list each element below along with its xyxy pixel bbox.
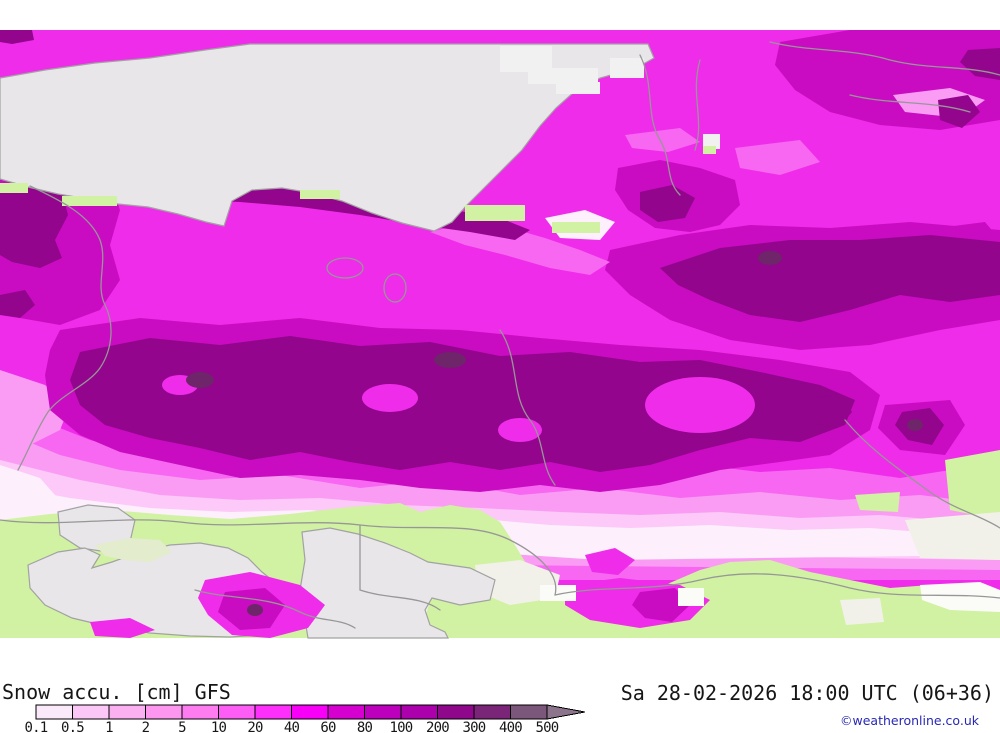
pale-halo [625,128,700,152]
novaya-zemlya-island [528,68,598,84]
lake-onega [383,273,407,303]
snow-band-gap [645,377,755,433]
caucasus-extreme-spot [247,604,263,616]
white-cell [540,585,576,601]
very-heavy-snow-nw-corner [0,182,68,268]
ural-river [499,329,556,486]
copyright: ©weatheronline.co.uk [840,713,980,728]
legend-swatch [72,704,110,720]
legend-swatch [181,704,219,720]
legend-swatch [364,704,402,720]
legend-ticks: 0.1 0.5 1 2 5 10 20 40 60 80 100 200 300… [25,720,560,733]
dry-patch [475,560,560,605]
legend-swatch [400,704,438,720]
lake-ladoga [326,257,364,279]
coastal-green [465,205,525,221]
top-margin [0,0,1000,30]
legend-tick: 0.1 [25,720,48,733]
corner-dark-patch [0,30,34,44]
green-patch-east [945,450,1000,520]
map-datetime: Sa 28-02-2026 18:00 UTC (06+36) [621,681,994,705]
dry-patch [905,512,1000,560]
aral-border [359,524,441,611]
novaya-zemlya-island [500,46,552,72]
snow-band-gap [498,418,542,442]
trace-patch-west [0,465,55,508]
legend-tick: 80 [357,720,373,733]
coastal-green-small [703,146,716,154]
map-title: Snow accu. [cm] GFS [2,680,231,704]
legend-tick: 5 [178,720,186,733]
color-scale-bar [35,704,586,720]
snow-band-gap [362,384,418,412]
legend-tick: 300 [463,720,486,733]
very-heavy-snow-band-ne [660,235,1000,322]
legend-tick: 400 [499,720,522,733]
arctic-island [610,58,644,78]
coastal-green [62,196,117,206]
crimea-peninsula [95,538,172,562]
legend-swatch [437,704,475,720]
novaya-zemlya-island [556,82,600,94]
legend-swatch [473,704,511,720]
barents-white-sea [0,43,655,232]
coastal-green [300,190,340,199]
mountain-snow-core [632,588,690,622]
legend-tick: 40 [284,720,300,733]
kazakh-border-west [0,519,557,596]
pale-patch-west [0,370,70,450]
small-snow-pocket [90,618,155,638]
white-cell [678,588,704,606]
legend-swatch [327,704,365,720]
legend-tick: 0.5 [61,720,84,733]
legend-swatch [510,704,548,720]
legend-swatch [145,704,183,720]
very-heavy-snow-spot [805,394,852,428]
extreme-snow-spot [186,372,214,388]
legend: Snow accu. [cm] GFS Sa 28-02-2026 18:00 … [2,680,994,733]
legend-swatch [254,704,292,720]
pale-halo [735,140,820,175]
ob-estuary [639,54,701,196]
pale-halo [430,222,610,275]
legend-tick: 1 [105,720,113,733]
caspian-sea [299,527,496,639]
coastal-green [0,183,28,193]
scandinavia-border [17,185,112,471]
legend-swatch [218,704,256,720]
border-southeast [844,419,1000,529]
very-heavy-snow-spot [0,290,35,318]
very-heavy-snow-spot [938,95,980,128]
dry-patch [840,598,884,625]
coastal-green [552,222,600,233]
legend-tick: 200 [426,720,449,733]
legend-tick: 10 [211,720,227,733]
very-heavy-snow-band-central [70,336,855,472]
legend-tick: 100 [390,720,413,733]
legend-swatch [108,704,146,720]
extreme-snow-spot [907,419,923,431]
caucasus-border [194,589,356,629]
small-snow-pocket [585,548,635,575]
legend-tick: 500 [536,720,559,733]
legend-tick: 2 [142,720,150,733]
arctic-island-small [703,134,720,149]
legend-overflow-arrow [546,704,586,720]
legend-tick: 20 [247,720,263,733]
legend-swatch [291,704,329,720]
extreme-snow-spot [434,352,466,368]
legend-swatch [35,704,73,720]
map-area [0,0,1000,639]
legend-tick: 60 [320,720,336,733]
green-patch-east-small [855,492,900,512]
extreme-snow-spot [758,251,782,265]
arctic-coastline [769,41,1000,113]
white-cell [920,582,1000,612]
very-heavy-snow-spot [640,185,695,222]
kazakh-border-east [554,573,1000,599]
